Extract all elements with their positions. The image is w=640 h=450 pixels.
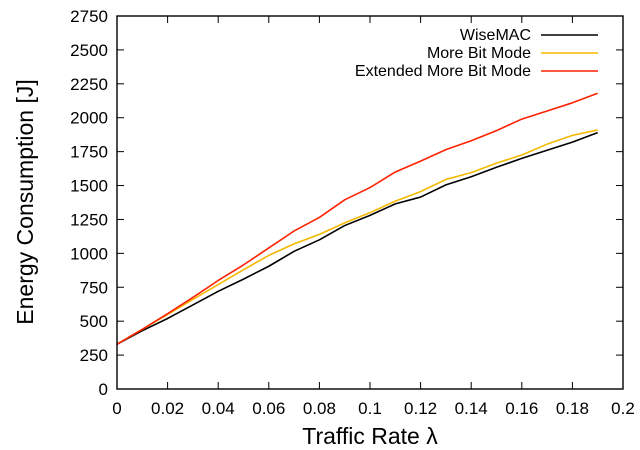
x-tick-label: 0.16 [505,399,538,418]
y-tick-label: 750 [80,278,108,297]
legend-entry: WiseMAC [460,27,598,44]
y-axis-title: Energy Consumption [J] [12,79,38,324]
x-tick-label: 0.02 [151,399,184,418]
legend-label: WiseMAC [460,27,531,44]
x-tick-label: 0.08 [303,399,336,418]
tick-layer: 0 250 500 750 1000 1250 1500 1750 2000 2250 2500 27… [70,7,635,418]
series-line-wisemac [116,131,598,345]
y-tick-label: 1000 [70,244,108,263]
x-tick-label: 0.14 [455,399,488,418]
x-axis-title: Traffic Rate λ [302,423,438,449]
legend-entry: Extended More Bit Mode [355,63,598,80]
y-tick-label: 1750 [70,143,108,162]
legend-label: More Bit Mode [427,45,531,62]
series-layer [116,92,598,345]
x-tick-label: 0.04 [202,399,235,418]
y-tick-label: 500 [80,312,108,331]
y-tick-label: 1500 [70,177,108,196]
y-tick-label: 2750 [70,7,108,26]
legend-label: Extended More Bit Mode [355,63,531,80]
y-tick-label: 2000 [70,109,108,128]
x-tick-label: 0.1 [358,399,382,418]
x-tick-label: 0.18 [556,399,589,418]
x-tick-label: 0 [112,399,121,418]
x-tick-label: 0.12 [404,399,437,418]
legend-entry: More Bit Mode [427,45,598,62]
x-tick-label: 0.06 [252,399,285,418]
y-tick-label: 2500 [70,41,108,60]
y-tick-label: 250 [80,346,108,365]
y-tick-label: 0 [99,380,108,399]
x-tick-label: 0.2 [611,399,635,418]
plot-area-frame [116,15,624,390]
y-tick-label: 1250 [70,210,108,229]
series-line-more-bit-mode [116,129,598,345]
y-tick-label: 2250 [70,75,108,94]
series-line-extended-more-bit-mode [116,92,598,345]
